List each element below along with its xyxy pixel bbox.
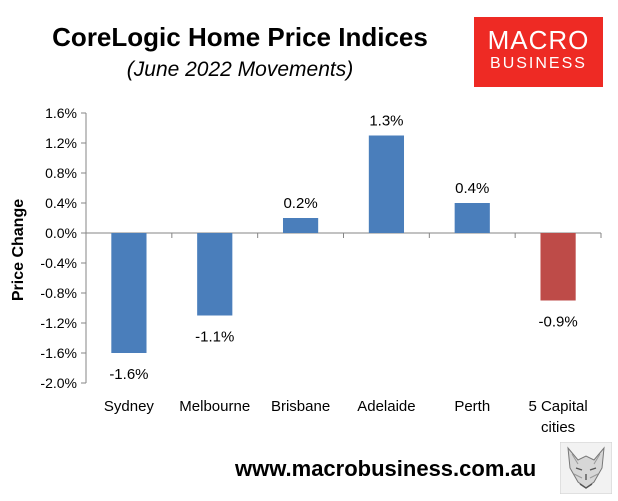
bar (282, 218, 319, 233)
bar (197, 233, 233, 316)
bar (454, 203, 490, 233)
category-label: 5 Capital (528, 398, 587, 415)
y-tick-label: -1.6% (40, 345, 77, 361)
y-tick-label: 0.8% (45, 165, 77, 181)
category-label: Sydney (104, 398, 155, 415)
data-label: -1.1% (195, 329, 234, 346)
category-label: Melbourne (179, 398, 250, 415)
wolf-icon (560, 442, 612, 494)
chart-subtitle: (June 2022 Movements) (126, 58, 354, 81)
category-label: Adelaide (357, 398, 415, 415)
logo-line-1: MACRO (487, 25, 590, 55)
category-label: cities (541, 419, 575, 436)
y-tick-label: -1.2% (40, 315, 77, 331)
data-label: 1.3% (369, 113, 403, 130)
category-label: Perth (454, 398, 490, 415)
y-tick-label: 0.0% (45, 225, 77, 241)
bar (111, 233, 147, 353)
data-label: 0.2% (283, 195, 317, 212)
category-label: Brisbane (271, 398, 330, 415)
y-tick-label: 1.6% (45, 105, 77, 121)
chart-title: CoreLogic Home Price Indices (52, 22, 428, 52)
y-tick-label: -0.4% (40, 255, 77, 271)
macrobusiness-logo: MACRO BUSINESS (474, 17, 603, 87)
y-tick-label: 1.2% (45, 135, 77, 151)
y-tick-label: -2.0% (40, 375, 77, 391)
y-tick-label: 0.4% (45, 195, 77, 211)
y-tick-label: -0.8% (40, 285, 77, 301)
footer-url: www.macrobusiness.com.au (235, 456, 537, 481)
data-label: 0.4% (455, 180, 489, 197)
logo-line-2: BUSINESS (490, 55, 587, 72)
data-label: -0.9% (538, 314, 577, 331)
data-label: -1.6% (109, 366, 148, 383)
bar (368, 135, 405, 233)
bar (540, 233, 576, 301)
